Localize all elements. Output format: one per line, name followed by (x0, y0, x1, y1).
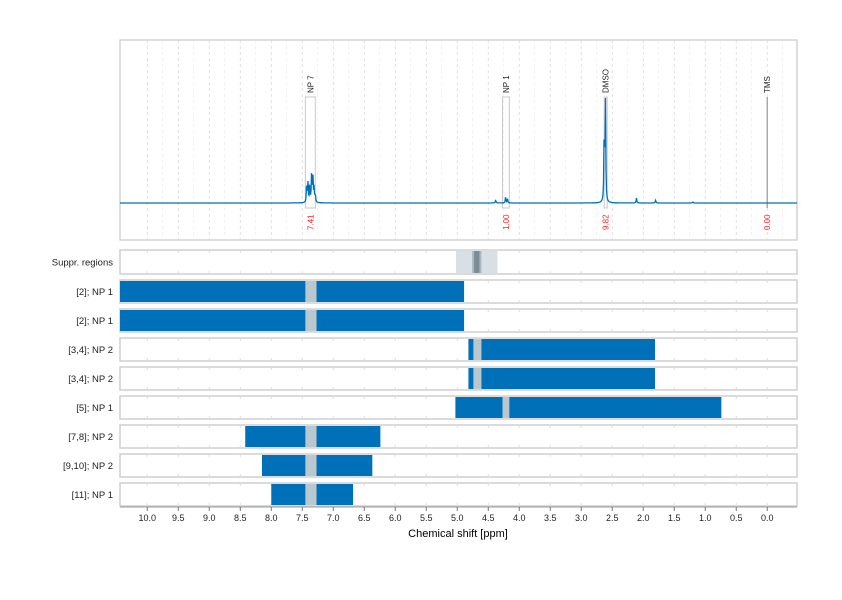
multiplet-row-label: [11]; NP 1 (72, 490, 113, 501)
axis-tick-label: 1.5 (668, 513, 681, 523)
axis-tick-label: 0.0 (761, 513, 774, 523)
axis-tick-label: 8.5 (234, 513, 247, 523)
axis-tick-label: 7.5 (296, 513, 309, 523)
multiplet-bar (468, 339, 656, 360)
integral-value: 9.82 (601, 214, 610, 230)
axis-tick-label: 7.0 (327, 513, 340, 523)
axis-tick-label: 3.5 (544, 513, 557, 523)
axis-tick-label: 0.5 (730, 513, 743, 523)
multiplet-row-label: [3,4]; NP 2 (68, 374, 113, 385)
x-axis: 10.0 9.5 9.0 8.5 8.0 7.5 7.0 6.5 6.0 5.5 5.0 4.5 4.0… (120, 506, 797, 523)
axis-tick-label: 8.0 (265, 513, 278, 523)
axis-tick-label: 5.5 (420, 513, 433, 523)
axis-tick-label: 1.0 (699, 513, 712, 523)
axis-tick-label: 2.5 (606, 513, 619, 523)
multiplet-gap (305, 281, 317, 302)
multiplet-rows: Suppr. regions [2]; NP 1 [2]; NP 1 [3,4]; N… (52, 249, 798, 507)
multiplet-row-label: [2]; NP 1 (76, 287, 113, 298)
multiplet-row-frame (119, 366, 798, 391)
annotation-box (304, 96, 316, 209)
multiplet-bar (468, 368, 656, 389)
multiplet-row-frame (119, 482, 798, 507)
axis-tick-label: 9.5 (172, 513, 185, 523)
multiplet-gap (305, 455, 317, 476)
axis-tick-label: 10.0 (139, 513, 157, 523)
spectrum-line (120, 97, 797, 204)
multiplet-gap (305, 484, 317, 505)
axis-tick-label: 6.0 (389, 513, 402, 523)
integral-value: 7.41 (306, 214, 315, 230)
multiplet-row-label: [3,4]; NP 2 (68, 345, 113, 356)
axis-tick-label: 4.0 (513, 513, 526, 523)
multiplet-row-frame (119, 453, 798, 478)
suppression-inner (474, 251, 480, 273)
annotation-label: TMS (763, 76, 772, 93)
annotation-label: DMSO (601, 69, 610, 93)
multiplet-gap (305, 310, 317, 331)
x-axis-label: Chemical shift [ppm] (408, 528, 508, 540)
annotation-label: NP 7 (306, 75, 315, 93)
annotation-label: NP 1 (502, 75, 511, 93)
multiplet-bar (120, 310, 465, 331)
multiplet-row-label: [9,10]; NP 2 (63, 461, 113, 472)
multiplet-gap (502, 397, 510, 418)
integral-value: 1.00 (502, 214, 511, 230)
spectrum-panel: NP 7 7.41 NP 1 1.00 DMSO 9.82 TMS 0.00 (119, 39, 798, 241)
multiplet-bar (261, 455, 373, 476)
multiplet-gap (473, 368, 482, 389)
multiplet-row-label: [5]; NP 1 (76, 403, 113, 414)
spectrum-frame (119, 39, 798, 241)
axis-tick-label: 3.0 (575, 513, 588, 523)
annotation-box (502, 96, 510, 209)
axis-tick-label: 6.5 (358, 513, 371, 523)
multiplet-row-frame (119, 337, 798, 362)
multiplet-bar (120, 281, 465, 302)
axis-tick-label: 5.0 (451, 513, 464, 523)
axis-tick-label: 2.0 (637, 513, 650, 523)
suppression-row-label: Suppr. regions (52, 258, 114, 269)
axis-tick-label: 9.0 (203, 513, 216, 523)
axis-tick-label: 4.5 (482, 513, 495, 523)
integral-value: 0.00 (763, 214, 772, 230)
multiplet-gap (305, 426, 317, 447)
multiplet-row-label: [7,8]; NP 2 (68, 432, 113, 443)
multiplet-row-frame (119, 424, 798, 449)
multiplet-row-label: [2]; NP 1 (76, 316, 113, 327)
multiplet-bar (455, 397, 722, 418)
multiplet-gap (473, 339, 482, 360)
